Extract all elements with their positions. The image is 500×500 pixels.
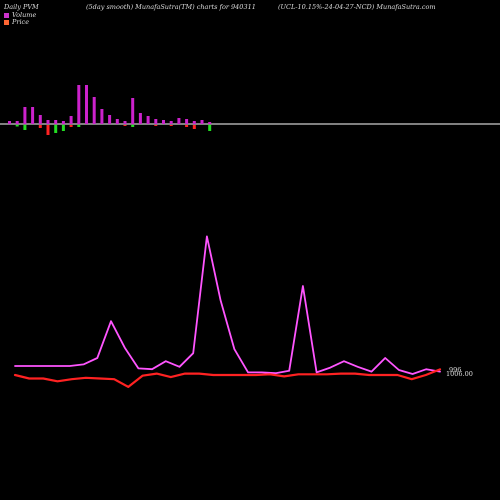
- legend-price: Price: [4, 18, 29, 26]
- volume-bar-down: [15, 125, 19, 127]
- volume-bar-up: [185, 119, 189, 124]
- volume-bar-down: [169, 125, 173, 126]
- volume-bar-up: [54, 120, 58, 124]
- volume-bar-down: [192, 125, 196, 129]
- volume-bar-up: [23, 107, 27, 124]
- volume-bar-up: [177, 118, 181, 124]
- volume-bar-down: [77, 125, 81, 127]
- header-center: (5day smooth) MunafaSutra(TM) charts for…: [86, 3, 256, 11]
- volume-bar-up: [92, 97, 96, 124]
- volume-bar-up: [208, 122, 212, 124]
- volume-bar-up: [123, 121, 127, 124]
- volume-bar-up: [154, 119, 158, 124]
- volume-bar-up: [169, 121, 173, 124]
- volume-bar-up: [85, 85, 88, 124]
- volume-bar-down: [46, 125, 50, 135]
- volume-bar-up: [77, 85, 81, 124]
- volume-bar-up: [138, 113, 142, 124]
- volume-bar-up: [146, 116, 150, 124]
- volume-bar-down: [185, 125, 189, 127]
- volume-bar-up: [115, 119, 119, 124]
- price-label-lower: 1006.00: [446, 370, 473, 378]
- volume-bar-up: [100, 109, 104, 124]
- volume-bar-down: [131, 125, 135, 127]
- volume-bar-down: [38, 125, 42, 128]
- volume-bar-down: [123, 125, 127, 126]
- legend-volume: Volume: [4, 11, 36, 19]
- header-right: (UCL-10.15%-24-04-27-NCD) MunafaSutra.co…: [278, 3, 436, 11]
- legend-volume-label: Volume: [12, 11, 37, 19]
- volume-bar-up: [108, 115, 112, 124]
- volume-bar-down: [154, 125, 158, 126]
- legend-volume-swatch: [4, 12, 9, 18]
- volume-smooth-line: [14, 235, 441, 375]
- volume-bar-down: [61, 125, 65, 131]
- volume-bar-up: [46, 120, 50, 124]
- volume-bar-down: [69, 125, 73, 127]
- legend-price-swatch: [4, 19, 9, 25]
- volume-bar-up: [61, 121, 65, 124]
- volume-bar-up: [162, 120, 165, 124]
- volume-bar-up: [192, 121, 196, 124]
- volume-bar-down: [54, 125, 58, 133]
- volume-bar-down: [208, 125, 212, 131]
- volume-bar-down: [23, 125, 27, 130]
- volume-bar-up: [131, 98, 135, 124]
- volume-bar-up: [200, 120, 204, 124]
- price-label-upper: 996: [449, 366, 462, 374]
- price-line: [13, 368, 442, 388]
- volume-bar-up: [31, 107, 35, 124]
- volume-bar-up: [8, 121, 11, 124]
- volume-bar-up: [69, 116, 73, 124]
- legend-price-label: Price: [12, 18, 30, 26]
- volume-bar-up: [15, 121, 19, 124]
- volume-bar-up: [38, 115, 42, 124]
- header-left: Daily PVM: [4, 3, 39, 11]
